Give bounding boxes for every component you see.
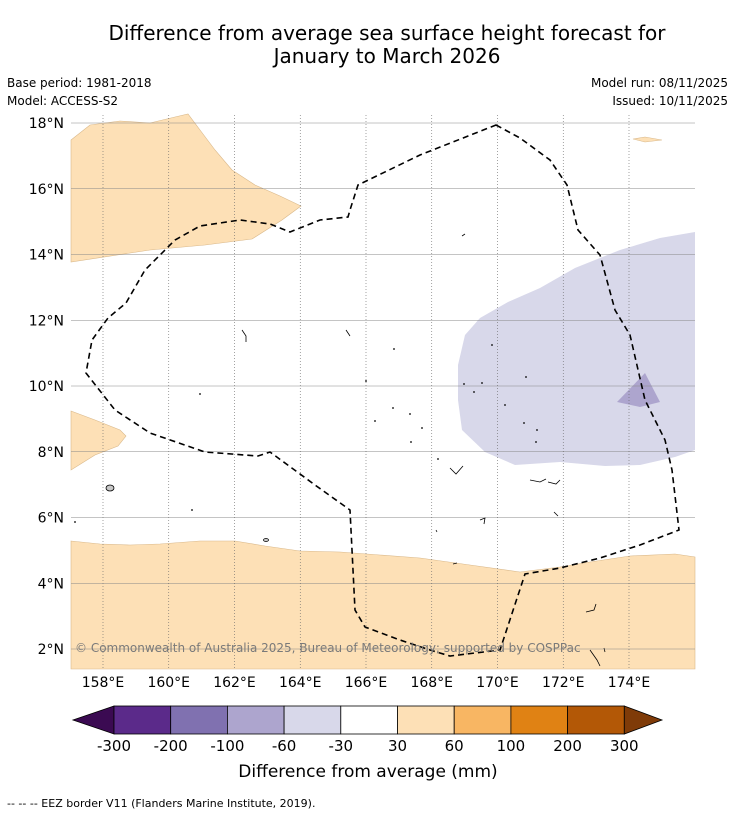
positive-anomaly-region-north	[70, 113, 302, 263]
lon-label: 164°E	[279, 675, 322, 691]
model-name: Model: ACCESS-S2	[7, 94, 119, 108]
negative-anomaly-patch-strong	[617, 373, 660, 407]
eez-footnote: -- -- -- EEZ border V11 (Flanders Marine…	[7, 797, 316, 810]
lon-label: 170°E	[476, 675, 519, 691]
colorbar-segment	[170, 705, 228, 735]
colorbar-tick-label: 200	[553, 737, 582, 755]
model-run: Model run: 08/11/2025	[590, 76, 728, 90]
lon-label: 162°E	[213, 675, 256, 691]
islands	[105, 233, 606, 667]
base-period: Base period: 1981-2018	[7, 76, 152, 90]
lon-label: 168°E	[410, 675, 453, 691]
colorbar-segment	[397, 705, 455, 735]
longitude-labels: 158°E 160°E 162°E 164°E 166°E 168°E 170°E 172°E…	[82, 675, 651, 691]
lat-label: 16°N	[29, 182, 64, 198]
colorbar-tick-label: -100	[210, 737, 244, 755]
colorbar: -300 -200 -100 -60 -30 30 60 100 200 300	[71, 705, 664, 755]
negative-anomaly-region	[458, 232, 695, 466]
lon-label: 160°E	[147, 675, 190, 691]
lat-label: 2°N	[38, 642, 64, 658]
positive-anomaly-patch-northeast	[632, 136, 663, 143]
colorbar-segment	[226, 705, 285, 735]
colorbar-tick-label: 100	[497, 737, 526, 755]
lat-label: 6°N	[38, 511, 64, 527]
lat-label: 12°N	[29, 313, 64, 329]
colorbar-tick-label: -30	[329, 737, 354, 755]
colorbar-segment	[510, 705, 568, 735]
colorbar-tick-label: -200	[154, 737, 188, 755]
issued-date: Issued: 10/11/2025	[612, 94, 728, 108]
copyright-notice: © Commonwealth of Australia 2025, Bureau…	[75, 641, 581, 655]
colorbar-label: Difference from average (mm)	[238, 762, 498, 782]
colorbar-tick-label: 60	[445, 737, 464, 755]
colorbar-tick-label: 30	[388, 737, 407, 755]
colorbar-segment	[340, 705, 398, 735]
colorbar-extend-low	[71, 705, 115, 735]
islets	[74, 344, 538, 523]
meta-left: Base period: 1981-2018 Model: ACCESS-S2	[7, 74, 152, 110]
lon-label: 166°E	[345, 675, 388, 691]
colorbar-segment	[453, 705, 512, 735]
title-line-2: January to March 2026	[273, 44, 501, 68]
lon-label: 174°E	[608, 675, 651, 691]
colorbar-tick-label: 300	[610, 737, 639, 755]
colorbar-tick-label: -300	[97, 737, 131, 755]
colorbar-segment	[113, 705, 172, 735]
colorbar-segment	[283, 705, 342, 735]
lat-label: 10°N	[29, 379, 64, 395]
title-line-1: Difference from average sea surface heig…	[108, 21, 666, 45]
colorbar-tick-label: -60	[272, 737, 297, 755]
lon-label: 172°E	[542, 675, 585, 691]
meta-right: Model run: 08/11/2025 Issued: 10/11/2025	[591, 74, 728, 110]
gridlines	[71, 115, 695, 669]
latitude-labels: 2°N 4°N 6°N 8°N 10°N 12°N 14°N 16°N 18°N	[29, 116, 64, 658]
positive-anomaly-region-south	[70, 540, 696, 670]
colorbar-segment	[567, 705, 625, 735]
colorbar-extend-high	[623, 705, 664, 735]
positive-anomaly-region-west	[70, 410, 127, 471]
lat-label: 4°N	[38, 576, 64, 592]
lon-label: 158°E	[82, 675, 125, 691]
lat-label: 14°N	[29, 248, 64, 264]
lat-label: 18°N	[29, 116, 64, 132]
map-title: Difference from average sea surface heig…	[0, 22, 736, 68]
lat-label: 8°N	[38, 445, 64, 461]
eez-border	[85, 124, 680, 657]
